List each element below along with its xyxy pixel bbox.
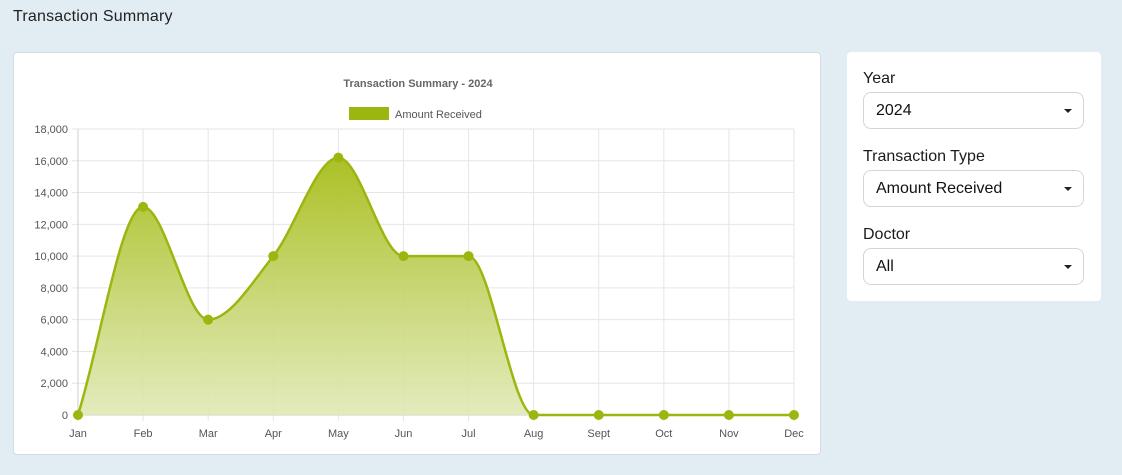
data-point[interactable] bbox=[73, 410, 83, 420]
x-tick-label: Nov bbox=[719, 428, 739, 440]
x-tick-label: Feb bbox=[134, 428, 153, 440]
chevron-down-icon bbox=[1064, 109, 1072, 113]
x-tick-label: Jul bbox=[462, 428, 476, 440]
chevron-down-icon bbox=[1064, 187, 1072, 191]
x-tick-label: May bbox=[328, 428, 349, 440]
data-point[interactable] bbox=[528, 410, 539, 420]
y-tick-label: 8,000 bbox=[40, 283, 68, 295]
y-tick-label: 4,000 bbox=[40, 346, 68, 358]
data-point[interactable] bbox=[203, 314, 214, 325]
year-select-value: 2024 bbox=[876, 102, 912, 119]
legend-swatch bbox=[349, 107, 389, 120]
page-title: Transaction Summary bbox=[13, 8, 173, 25]
y-tick-label: 18,000 bbox=[34, 124, 68, 136]
chart-card: Transaction Summary - 2024 Amount Receiv… bbox=[13, 52, 821, 455]
data-point[interactable] bbox=[333, 152, 344, 163]
data-point[interactable] bbox=[268, 251, 279, 262]
data-point[interactable] bbox=[658, 410, 669, 420]
transaction-type-label: Transaction Type bbox=[863, 148, 985, 165]
legend-label: Amount Received bbox=[395, 109, 482, 121]
x-tick-label: Mar bbox=[199, 428, 218, 440]
data-point[interactable] bbox=[723, 410, 734, 420]
doctor-select-value: All bbox=[876, 258, 894, 275]
data-point[interactable] bbox=[789, 410, 799, 420]
transaction-type-select[interactable]: Amount Received bbox=[863, 170, 1084, 207]
year-select[interactable]: 2024 bbox=[863, 92, 1084, 129]
y-tick-label: 6,000 bbox=[40, 315, 68, 327]
filter-panel: Year 2024 Transaction Type Amount Receiv… bbox=[847, 52, 1101, 301]
series-area bbox=[78, 157, 794, 415]
x-tick-label: Jan bbox=[69, 428, 87, 440]
data-point[interactable] bbox=[398, 251, 409, 262]
transaction-chart: Transaction Summary - 2024 Amount Receiv… bbox=[34, 78, 804, 440]
year-label: Year bbox=[863, 70, 896, 87]
x-tick-label: Aug bbox=[524, 428, 544, 440]
x-tick-label: Jun bbox=[395, 428, 413, 440]
transaction-type-select-value: Amount Received bbox=[876, 180, 1003, 197]
x-tick-label: Dec bbox=[784, 428, 804, 440]
y-tick-label: 16,000 bbox=[34, 156, 68, 168]
y-tick-label: 0 bbox=[62, 410, 68, 422]
chart-title: Transaction Summary - 2024 bbox=[343, 78, 493, 90]
doctor-select[interactable]: All bbox=[863, 248, 1084, 285]
x-tick-label: Sept bbox=[587, 428, 610, 440]
x-tick-label: Apr bbox=[265, 428, 282, 440]
doctor-label: Doctor bbox=[863, 226, 911, 243]
y-tick-label: 2,000 bbox=[40, 378, 68, 390]
y-tick-label: 10,000 bbox=[34, 251, 68, 263]
x-tick-label: Oct bbox=[655, 428, 672, 440]
y-tick-label: 12,000 bbox=[34, 219, 68, 231]
data-point[interactable] bbox=[593, 410, 604, 420]
data-point[interactable] bbox=[463, 251, 474, 262]
chart-legend[interactable]: Amount Received bbox=[349, 107, 482, 121]
y-tick-label: 14,000 bbox=[34, 188, 68, 200]
chevron-down-icon bbox=[1064, 265, 1072, 269]
data-point[interactable] bbox=[138, 201, 149, 212]
